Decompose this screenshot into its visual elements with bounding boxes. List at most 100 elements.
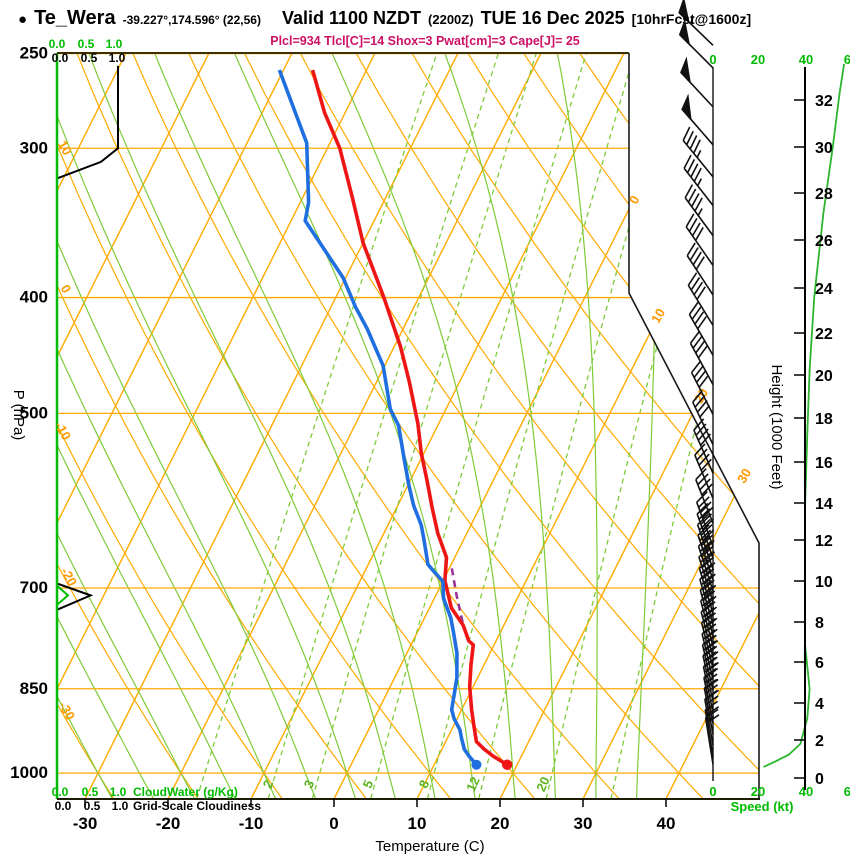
wind-barb-feather (702, 529, 715, 541)
wind-barb-staff (684, 197, 714, 237)
wind-barb-feather (702, 579, 715, 591)
wind-barb-feather (691, 222, 701, 237)
mixing-ratio-line (426, 53, 636, 799)
wind-barb-feather (702, 657, 716, 668)
wind-barb-feather (701, 556, 714, 569)
moist-adiabat-line (57, 53, 236, 799)
wind-barb-feather (704, 673, 718, 684)
wind-barb-feather (697, 535, 711, 547)
speed-tick-label: 40 (799, 52, 813, 67)
mixing-ratio-line (267, 53, 499, 799)
wind-barb-feather (697, 316, 707, 330)
wind-barb (703, 668, 719, 724)
dry-adiabat-line (178, 53, 704, 799)
wind-barb-feather (700, 601, 714, 613)
pressure-axis-title: P (hPa) (10, 390, 27, 441)
wind-barb-feather (701, 585, 714, 597)
isotherm-line (333, 53, 708, 799)
dry-adiabat-line (68, 53, 535, 799)
speed-axis-title: Speed (kt) (731, 799, 794, 814)
wind-barb-staff (687, 284, 714, 326)
wind-barb-pennant (681, 93, 692, 122)
wind-barb-feather (689, 247, 699, 261)
wind-barb-staff (694, 454, 714, 499)
wind-barb-feather (695, 423, 707, 436)
wind-barb-feather (706, 714, 720, 724)
speed-tick-label: 40 (799, 784, 813, 799)
wind-barb-feather (704, 700, 719, 711)
wind-barb-feather (697, 428, 709, 441)
dewpoint-curve (277, 69, 478, 766)
wind-barb-feather (692, 251, 702, 266)
mixing-ratio-label: 3 (301, 778, 318, 791)
wind-barb-feather (704, 634, 717, 646)
surface-dewpoint-dot (471, 759, 482, 770)
plot-boundary (57, 53, 760, 800)
wind-barb-feather (703, 601, 716, 613)
cloudwater-scale-label: 1.0 (106, 37, 123, 51)
cloudwater-scale-label: 0.0 (52, 785, 69, 799)
pressure-tick-label: 400 (20, 288, 48, 307)
temperature-tick-label: 40 (657, 814, 676, 833)
wind-barb-half-feather (696, 149, 702, 158)
wind-barb-pennant (678, 18, 691, 47)
height-tick-label: 8 (815, 615, 824, 632)
wind-barb-feather (695, 370, 707, 383)
wind-barb-pennant (680, 56, 692, 85)
height-tick-label: 30 (815, 140, 833, 157)
wind-barbs (678, 0, 720, 765)
wind-barb-feather (696, 491, 708, 503)
height-tick-label: 16 (815, 455, 833, 472)
wind-barb-feather (701, 595, 715, 607)
dry-adiabat-label: 10 (55, 138, 75, 158)
wind-barb-feather (702, 539, 715, 552)
isotherm-line (57, 53, 210, 799)
pressure-tick-label: 250 (20, 44, 48, 63)
temperature-curve (310, 69, 509, 767)
height-tick-label: 26 (815, 233, 833, 250)
mixing-ratio-label: 5 (360, 778, 377, 791)
cloudiness-scale-label: 1.0 (112, 799, 129, 813)
wind-barb-feather (689, 135, 698, 150)
wind-barb-feather (704, 645, 718, 657)
wind-barb-feather (702, 518, 714, 531)
moist-adiabat-line (552, 53, 598, 799)
dry-adiabat-line (842, 33, 850, 799)
wind-barb (684, 184, 714, 237)
wind-barb-feather (690, 360, 702, 374)
wind-barb-feather (692, 335, 703, 349)
cloudwater-scale-label: 0.5 (82, 785, 99, 799)
cloudiness-scale-label: 0.0 (52, 51, 69, 65)
wind-barb-feather (684, 184, 694, 199)
wind-barb-feather (698, 508, 711, 520)
pressure-tick-label: 850 (20, 679, 48, 698)
dry-adiabat-line (288, 53, 759, 799)
wind-barb-feather (700, 574, 714, 586)
wind-barb-feather (703, 668, 717, 679)
wind-barb-feather (701, 506, 714, 519)
wind-barb-feather (698, 557, 712, 569)
wind-barb-feather (698, 518, 711, 531)
moist-adiabat-line (224, 53, 476, 799)
cloudiness-scale-label: 0.5 (81, 51, 98, 65)
wind-barb-feather (694, 227, 704, 241)
wind-barb-feather (687, 188, 697, 203)
pressure-tick-label: 1000 (10, 763, 48, 782)
height-tick-label: 28 (815, 186, 833, 203)
wind-barb-feather (700, 458, 712, 471)
moist-adiabat-line (57, 53, 276, 799)
isotherm-label: 30 (734, 466, 754, 486)
wind-barb (693, 418, 714, 474)
moist-adiabat-line (57, 53, 317, 799)
wind-barb-feather (697, 513, 709, 526)
wind-barb-feather (696, 448, 708, 461)
wind-barb-feather (685, 213, 695, 228)
wind-barb-feather (686, 242, 696, 257)
chart-header: ● Te_Wera -39.227°,174.596° (22,56) Vali… (18, 7, 751, 30)
wind-barb-feather (693, 167, 702, 182)
mixing-ratio-lines (196, 53, 759, 799)
wind-barb-feather (691, 306, 702, 320)
dry-adiabat-line (57, 53, 199, 799)
dry-adiabat-label: -10 (52, 419, 74, 443)
wind-barb-feather (698, 453, 710, 466)
